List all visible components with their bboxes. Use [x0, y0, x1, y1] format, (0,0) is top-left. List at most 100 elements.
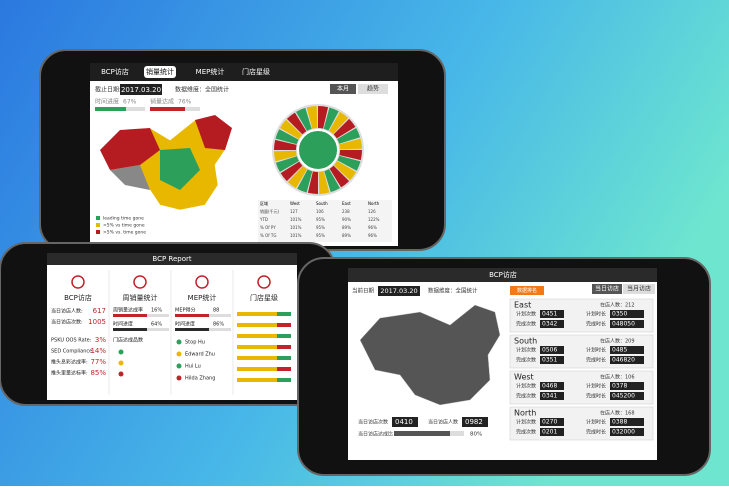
- metric-label: 计划时长: [586, 419, 606, 426]
- column-title: 门店星级: [250, 293, 278, 302]
- counter-value: 0201: [542, 429, 557, 436]
- region-name: North: [514, 409, 536, 418]
- stat-bar-fill: [175, 314, 209, 317]
- stat-value: 1005: [88, 318, 106, 326]
- counter-value: 0410: [395, 418, 413, 426]
- rate-fill: [394, 431, 450, 436]
- stat-label: 推头里量达标率:: [51, 370, 88, 377]
- table-bg: [258, 200, 392, 242]
- status-dot: [176, 363, 182, 369]
- stat-value: 16%: [151, 308, 162, 314]
- person-name: Hui Lu: [185, 364, 201, 370]
- counter-value: 0506: [542, 347, 557, 354]
- legend-label: leading time gone: [103, 216, 144, 222]
- metric-label: 计划次数: [516, 311, 536, 318]
- metric-label: 完成次数: [516, 393, 536, 400]
- donut-segment: [279, 119, 302, 139]
- counter-box: [610, 418, 644, 426]
- tab[interactable]: 门店星级: [242, 67, 270, 76]
- progress-fill: [95, 107, 126, 111]
- stat-label: 当日访店次数:: [51, 319, 83, 326]
- tab[interactable]: 当日访店: [595, 285, 619, 293]
- rank-label: 数据排名: [517, 287, 537, 294]
- button: [330, 84, 356, 94]
- tab[interactable]: 销量统计: [146, 67, 174, 76]
- donut-segment: [286, 112, 307, 135]
- donut-segment: [324, 169, 340, 193]
- date-label: 截止日期:: [95, 86, 121, 94]
- counter-value: 0378: [612, 383, 627, 390]
- status-dot: [176, 339, 182, 345]
- person-name: Stop Hu: [185, 340, 205, 346]
- counter-box: [540, 346, 564, 354]
- table-cell: % Of PY: [260, 225, 276, 230]
- date-box: [378, 286, 420, 296]
- metric-label: 完成次数: [516, 429, 536, 436]
- table-cell: 95%: [316, 217, 325, 222]
- counter-box: [610, 356, 644, 364]
- donut-segment: [334, 161, 357, 181]
- donut-segment: [280, 161, 303, 182]
- stat-label: MEP得分: [175, 307, 196, 314]
- region-staff: 在店人数：168: [600, 410, 635, 417]
- table-cell: YTD: [259, 217, 268, 222]
- status-dot: [176, 351, 182, 357]
- donut-segment: [318, 171, 330, 194]
- stat-label: 当日访店人数:: [51, 308, 83, 315]
- table-cell: South: [316, 201, 328, 206]
- rate-value: 80%: [470, 432, 482, 438]
- table-cell: 101%: [290, 217, 302, 222]
- donut-segment: [275, 156, 299, 172]
- tab: [623, 284, 655, 294]
- metric-label: 完成时长: [586, 393, 606, 400]
- counter-value: 045200: [612, 393, 635, 400]
- button[interactable]: 本月: [337, 85, 349, 93]
- bottom-label: 当日访店人数: [428, 419, 458, 426]
- counter-value: 0982: [465, 418, 483, 426]
- column-icon: [195, 275, 209, 289]
- counter-box: [462, 417, 488, 427]
- table-cell: 127: [290, 209, 298, 214]
- status-dot: [118, 371, 124, 377]
- date-box: [120, 84, 162, 95]
- rank-badge: [510, 286, 544, 295]
- metric-label: 完成时长: [586, 321, 606, 328]
- table-cell: 238: [342, 209, 350, 214]
- stat-label: PSKU OOS Rate:: [51, 338, 92, 344]
- counter-box: [540, 428, 564, 436]
- metric-label: 计划次数: [516, 419, 536, 426]
- table-cell: 89%: [342, 225, 351, 230]
- donut-segment: [297, 169, 313, 193]
- tab[interactable]: MEP统计: [196, 67, 225, 76]
- counter-value: 048050: [612, 321, 635, 328]
- donut-segment: [337, 128, 361, 144]
- legend-swatch: [96, 230, 100, 234]
- button[interactable]: 趋势: [367, 85, 379, 93]
- counter-box: [540, 382, 564, 390]
- table-cell: 101%: [290, 233, 302, 238]
- donut-segment: [306, 106, 318, 129]
- region-name: South: [514, 337, 537, 346]
- table-cell: North: [368, 201, 380, 206]
- progress-label: 销量达成: [150, 98, 174, 106]
- stat-bar-fill: [113, 314, 147, 317]
- map-region: [160, 148, 200, 190]
- date: 2017.03.20: [380, 287, 417, 295]
- progress-value: 76%: [178, 99, 192, 106]
- tab[interactable]: 当月访店: [627, 285, 651, 293]
- table-cell: 区域: [260, 200, 268, 206]
- date-label: 当前日期: [352, 287, 375, 295]
- metric-label: 计划时长: [586, 347, 606, 354]
- counter-value: 0341: [542, 393, 557, 400]
- button: [358, 84, 388, 94]
- donut-segment: [329, 111, 349, 134]
- map-region: [195, 115, 232, 150]
- dimension: 数据维度：全国统计: [428, 287, 478, 295]
- column-icon: [133, 275, 147, 289]
- donut-segment: [329, 165, 350, 188]
- progress-fill: [150, 107, 185, 111]
- header-bar: [47, 253, 297, 265]
- metric-label: 完成时长: [586, 429, 606, 436]
- stat-label: 推头息彩达成率:: [51, 359, 88, 366]
- tab[interactable]: BCP访店: [101, 67, 129, 76]
